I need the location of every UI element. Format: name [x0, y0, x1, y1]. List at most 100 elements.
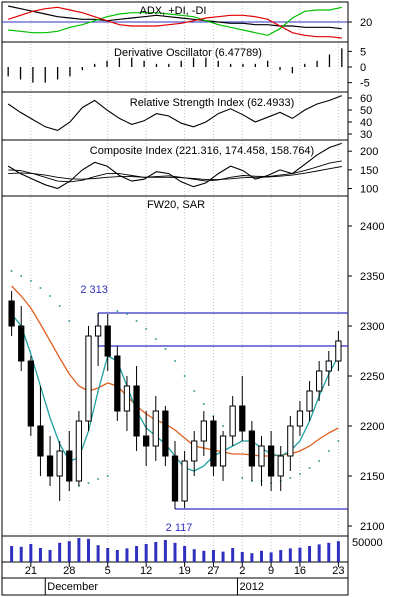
- composite-index-y-tick-label: 150: [360, 165, 378, 177]
- candle-body-up: [277, 455, 284, 477]
- price-panel: 2 313 2 117: [8, 270, 348, 534]
- price-y-tick-label: 2300: [360, 321, 384, 333]
- composite-series-line: [8, 160, 342, 183]
- sar-dot: [29, 280, 32, 282]
- candle-body-up: [335, 340, 342, 362]
- volume-y-tick-label: 50000: [352, 537, 383, 549]
- rsi-y-tick-label: 30: [360, 129, 372, 141]
- rsi-panel: [7, 95, 342, 132]
- sar-dot: [164, 348, 167, 350]
- sar-dot: [193, 390, 196, 392]
- candle-body-up: [191, 440, 198, 462]
- adx-panel: [2, 5, 348, 39]
- candle: [46, 436, 54, 486]
- volume-bar: [260, 550, 263, 562]
- volume-bar: [144, 544, 148, 562]
- volume-bar: [96, 545, 100, 562]
- volume-bar: [19, 546, 23, 562]
- adx-series-adx-line: [8, 5, 342, 30]
- candle: [210, 416, 217, 476]
- grid-layer: [30, 2, 339, 562]
- candle: [104, 314, 111, 371]
- volume-bar: [231, 548, 235, 562]
- sar-dot: [308, 467, 311, 469]
- candle-body-down: [267, 445, 275, 477]
- candle-body-down: [104, 325, 111, 357]
- candle-body-down: [143, 435, 150, 447]
- volume-bar: [135, 546, 139, 562]
- candle: [239, 376, 246, 441]
- candle: [123, 376, 131, 431]
- candle-body-down: [171, 455, 179, 502]
- x-tick-label: 28: [63, 565, 75, 577]
- candle-body-up: [200, 420, 207, 442]
- candle: [287, 416, 294, 471]
- volume-bar: [298, 547, 302, 562]
- volume-bar: [173, 542, 177, 562]
- rsi-y-tick-label: 50: [360, 105, 372, 117]
- volume-bar: [250, 553, 254, 562]
- composite-index-y-tick-label: 200: [360, 146, 378, 158]
- x-tick-label: 27: [207, 565, 219, 577]
- candle-body-down: [46, 455, 54, 477]
- price-y-tick-label: 2400: [360, 221, 384, 233]
- panel-frames: [1, 1, 349, 596]
- candle: [219, 431, 227, 481]
- volume-bar: [221, 551, 225, 562]
- price-y-tick-label: 2100: [360, 521, 384, 533]
- candle: [56, 441, 63, 501]
- sar-dot: [154, 338, 157, 340]
- candle: [296, 401, 304, 436]
- volume-bar: [77, 538, 81, 562]
- sar-dot: [10, 270, 13, 272]
- composite-index-y-tick-label: 100: [360, 184, 378, 196]
- x-group-label: 2012: [239, 581, 263, 593]
- sar-dot: [174, 360, 176, 362]
- candle-body-up: [94, 325, 102, 337]
- sar-dot: [135, 320, 138, 322]
- candle-body-up: [287, 425, 294, 457]
- volume-bar: [106, 548, 110, 562]
- candle-body-down: [37, 425, 44, 457]
- rsi-y-tick-label: 60: [360, 93, 372, 105]
- volume-bar: [279, 550, 283, 562]
- sar-dot: [116, 310, 119, 312]
- candle-body-down: [18, 325, 25, 362]
- sar-dot: [106, 475, 109, 477]
- candle: [191, 431, 198, 476]
- candle-body-up: [152, 410, 159, 447]
- candle-body-up: [325, 360, 332, 372]
- candle-body-down: [27, 360, 34, 427]
- rsi-line: [7, 95, 342, 132]
- candle: [200, 411, 207, 456]
- price-y-tick-label: 2150: [360, 471, 384, 483]
- candle: [66, 431, 73, 491]
- candle-body-up: [123, 385, 131, 412]
- candle: [229, 396, 236, 446]
- sar-dot: [327, 450, 330, 452]
- sar-dot: [202, 403, 205, 405]
- derivative-oscillator-panel: [7, 48, 343, 83]
- x-group-label: December: [47, 581, 98, 593]
- volume-bar: [211, 550, 215, 562]
- candle: [277, 446, 284, 491]
- x-tick-label: 9: [268, 565, 274, 577]
- price-level-label: 2 117: [166, 522, 193, 534]
- volume-bar: [38, 548, 42, 562]
- candle-body-down: [210, 420, 217, 467]
- candle: [37, 386, 44, 476]
- sar-dot: [289, 477, 292, 479]
- adx-series-di-line: [8, 6, 342, 39]
- candle-body-up: [181, 460, 188, 502]
- sar-dot: [20, 275, 23, 277]
- candle-body-up: [219, 435, 227, 467]
- volume-bar: [317, 544, 321, 562]
- x-tick-label: 19: [178, 565, 190, 577]
- x-tick-label: 16: [294, 565, 306, 577]
- price-y-tick-label: 2200: [360, 421, 384, 433]
- candle-body-up: [258, 445, 265, 467]
- composite-series-line: [8, 166, 342, 181]
- adx-title: ADX, +DI, -DI: [140, 5, 207, 17]
- x-tick-label: 12: [140, 565, 152, 577]
